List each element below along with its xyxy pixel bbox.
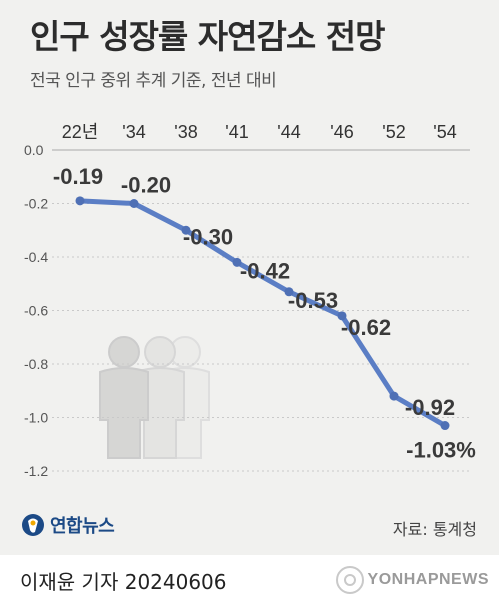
- data-label: -1.03%: [406, 438, 476, 463]
- x-axis-ticks: 22년 '34 '38 '41 '44 '46 '52 '54: [62, 122, 457, 142]
- agency-mark-icon: [335, 566, 364, 594]
- data-point: [284, 287, 294, 297]
- data-label: -0.62: [341, 315, 391, 340]
- y-tick-label: -0.6: [24, 303, 48, 319]
- data-labels: -0.19 -0.20 -0.30 -0.42 -0.53-0.62 -0.92 -1.03…: [53, 164, 476, 463]
- data-label: -0.42: [240, 258, 290, 283]
- yonhap-logo-icon: [22, 514, 44, 536]
- logo-label: 연합뉴스: [50, 516, 115, 537]
- x-tick-label: '38: [174, 122, 197, 142]
- y-tick-label: -1.0: [24, 410, 48, 426]
- data-label: -0.53: [288, 288, 338, 313]
- x-tick-label: '44: [277, 122, 300, 142]
- agency-watermark: YONHAPNEWS: [335, 566, 489, 594]
- x-tick-label: '52: [382, 122, 405, 142]
- x-tick-label: '54: [433, 122, 456, 142]
- x-tick-label: '46: [330, 122, 353, 142]
- x-tick-label: '34: [122, 122, 145, 142]
- yonhap-logo: 연합뉴스: [20, 512, 115, 538]
- x-tick-label: '41: [225, 122, 248, 142]
- chart-subtitle: 전국 인구 중위 추계 기준, 전년 대비: [30, 71, 277, 91]
- data-point: [337, 311, 347, 321]
- series-line-group: [75, 196, 450, 431]
- y-tick-label: -0.8: [24, 356, 48, 372]
- y-tick-label: 0.0: [24, 142, 44, 158]
- chart-title: 인구 성장률 자연감소 전망: [30, 17, 385, 56]
- data-point: [232, 257, 242, 267]
- data-point: [75, 196, 85, 206]
- y-tick-label: -1.2: [24, 463, 48, 479]
- data-label: -0.19: [53, 164, 103, 189]
- series-line: [77, 198, 448, 429]
- data-label: -0.92: [405, 395, 455, 420]
- people-illustration: [99, 336, 210, 459]
- infographic-card: 인구 성장률 자연감소 전망 전국 인구 중위 추계 기준, 전년 대비 0.0…: [0, 0, 499, 555]
- line-chart: 0.0 -0.2 -0.4 -0.6 -0.8 -1.0 -1.2 22년 '34 '38 '41…: [24, 122, 476, 479]
- data-label: -0.20: [121, 173, 171, 198]
- x-tick-label: 22년: [62, 122, 99, 142]
- y-tick-label: -0.2: [24, 196, 48, 212]
- data-point: [129, 199, 139, 208]
- gridlines: [52, 149, 470, 472]
- person-figure-icon: [99, 336, 149, 459]
- y-tick-label: -0.4: [24, 249, 48, 265]
- data-label: -0.30: [183, 224, 233, 249]
- agency-name: YONHAPNEWS: [367, 571, 489, 588]
- data-point: [440, 421, 450, 431]
- data-point: [181, 225, 191, 235]
- author-credit: 이재윤 기자 20240606: [20, 570, 227, 594]
- y-axis-ticks: 0.0 -0.2 -0.4 -0.6 -0.8 -1.0 -1.2: [24, 142, 48, 479]
- source-note: 자료: 통계청: [392, 520, 477, 539]
- data-point: [389, 391, 399, 401]
